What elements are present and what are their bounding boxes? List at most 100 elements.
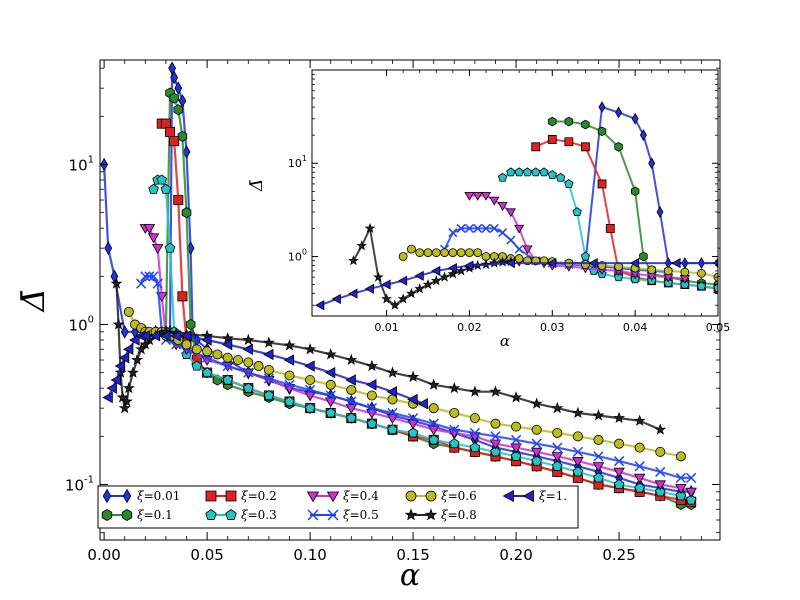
- data-point: [506, 167, 516, 177]
- data-point: [551, 401, 564, 414]
- data-point: [263, 373, 275, 384]
- data-point: [634, 482, 645, 493]
- data-point: [675, 451, 686, 462]
- data-point: [386, 414, 399, 424]
- data-point: [593, 472, 604, 483]
- x-tick-label: 0.10: [293, 546, 326, 564]
- data-point: [366, 403, 378, 414]
- data-point: [552, 442, 563, 453]
- data-point: [136, 278, 147, 289]
- data-point: [427, 378, 440, 390]
- y-tick-label: 100: [69, 315, 94, 335]
- data-point: [364, 283, 374, 294]
- data-point: [366, 418, 378, 429]
- data-point: [407, 427, 419, 438]
- x-tick-label: 0.05: [190, 546, 223, 564]
- data-point: [469, 427, 481, 439]
- data-point: [456, 248, 466, 258]
- data-point: [110, 277, 123, 289]
- data-point: [140, 271, 151, 282]
- series-line-ξ=1.: [319, 262, 718, 307]
- data-point: [221, 332, 234, 344]
- data-point: [364, 222, 376, 233]
- data-point: [630, 186, 640, 197]
- data-point: [315, 300, 325, 311]
- data-point: [456, 223, 466, 233]
- data-point: [191, 344, 202, 355]
- data-point: [397, 293, 409, 304]
- data-point: [284, 370, 295, 381]
- data-point: [448, 248, 458, 258]
- data-point: [201, 334, 212, 346]
- data-point: [631, 112, 639, 125]
- data-point: [505, 208, 516, 218]
- data-point: [510, 434, 522, 446]
- data-point: [473, 248, 483, 258]
- legend-marker: [205, 509, 217, 520]
- data-point: [331, 293, 341, 305]
- data-point: [548, 116, 557, 127]
- data-point: [345, 404, 358, 415]
- data-point: [448, 438, 460, 449]
- data-point: [304, 360, 315, 372]
- data-point: [149, 330, 161, 342]
- x-tick-label: 0.25: [602, 546, 635, 564]
- main-series-group: [100, 61, 697, 511]
- data-point: [506, 235, 516, 245]
- data-point: [417, 397, 428, 410]
- data-point: [455, 265, 467, 276]
- data-point: [531, 455, 542, 466]
- data-point: [253, 361, 264, 372]
- data-point: [465, 248, 474, 258]
- data-point: [614, 141, 623, 152]
- legend-item: ξ=1.: [502, 489, 567, 503]
- legend-marker: [121, 509, 133, 521]
- data-point: [697, 268, 706, 278]
- y-tick-label: 10-1: [65, 475, 94, 495]
- data-point: [468, 385, 481, 397]
- data-point: [222, 360, 233, 372]
- data-point: [522, 167, 533, 177]
- data-point: [366, 390, 377, 401]
- legend-marker: [102, 488, 112, 504]
- legend-marker: [225, 490, 237, 502]
- data-point: [389, 299, 401, 310]
- data-point: [592, 462, 605, 473]
- data-point: [177, 291, 188, 302]
- data-point: [168, 61, 177, 75]
- legend-marker: [225, 509, 237, 520]
- data-point: [505, 257, 515, 269]
- inset-plot: 0.01 0.02 0.03 0.04 0.05 100 101: [288, 69, 730, 334]
- data-point: [439, 271, 450, 282]
- legend-label: ξ=0.2: [241, 489, 277, 503]
- data-point: [148, 271, 159, 282]
- x-tick-label: 0.00: [87, 546, 120, 564]
- data-point: [381, 279, 391, 290]
- data-point: [284, 379, 295, 390]
- data-point: [633, 414, 646, 426]
- data-point: [686, 472, 697, 484]
- data-point: [173, 104, 184, 116]
- data-point: [572, 466, 584, 477]
- data-point: [104, 241, 113, 255]
- data-point: [449, 424, 460, 435]
- y-tick-label: 100: [288, 247, 307, 263]
- data-point: [397, 275, 408, 286]
- x-tick-label: 0.03: [540, 321, 565, 334]
- data-point: [127, 366, 139, 378]
- data-point: [551, 452, 564, 463]
- data-point: [222, 352, 233, 363]
- data-point: [156, 174, 168, 185]
- data-point: [325, 390, 336, 401]
- data-point: [345, 374, 356, 386]
- legend-item: ξ=0.5: [307, 508, 379, 522]
- data-point: [663, 266, 673, 276]
- data-point: [169, 136, 180, 147]
- data-point: [263, 364, 274, 375]
- data-point: [531, 424, 542, 435]
- legend-label: ξ=0.3: [241, 508, 277, 522]
- data-point: [490, 431, 501, 442]
- legend-label: ξ=0.8: [441, 508, 477, 522]
- data-point: [510, 391, 523, 403]
- inset-y-axis-label: Δ̄: [247, 179, 267, 192]
